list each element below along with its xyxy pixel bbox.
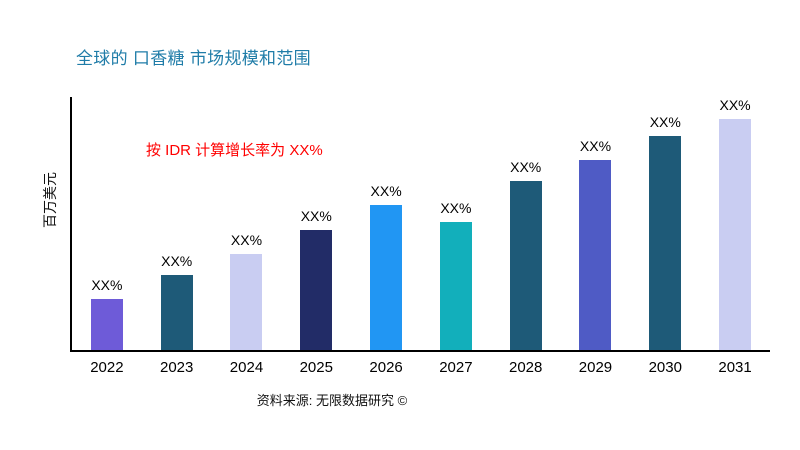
x-tick-2027: 2027: [439, 359, 473, 376]
bar-value-label-2022: XX%: [91, 277, 123, 294]
bar-value-label-2027: XX%: [440, 200, 472, 217]
bar-2024: [230, 253, 263, 350]
bar-2022: [90, 299, 123, 350]
x-tick-2028: 2028: [508, 359, 543, 376]
bar-value-label-2025: XX%: [300, 207, 332, 224]
y-axis-label: 百万美元: [42, 172, 58, 228]
bar-value-label-2030: XX%: [649, 113, 681, 130]
bar-value-label-2031: XX%: [719, 97, 751, 113]
bar-value-label-2023: XX%: [161, 253, 193, 270]
bar-2029: [579, 159, 612, 350]
bar-group-2024: XX% 2024: [214, 97, 278, 376]
bar-2023: [160, 275, 193, 350]
bar-value-label-2029: XX%: [579, 137, 612, 154]
x-tick-2029: 2029: [578, 359, 613, 376]
source-caption: 资料来源: 无限数据研究 ©: [256, 393, 408, 408]
growth-annotation: 按 IDR 计算增长率为 XX%: [146, 142, 323, 159]
bar-series: XX% 2022 XX% 2023 XX% 2024 XX% 2025 XX% 2026 XX% 20…: [72, 97, 770, 376]
bar-group-2029: XX% 2029: [563, 97, 627, 376]
bar-2030: [649, 135, 682, 350]
bar-group-2023: XX% 2023: [145, 97, 209, 376]
x-tick-2030: 2030: [648, 359, 682, 376]
bar-2028: [509, 181, 542, 350]
bar-group-2026: XX% 2026: [354, 97, 418, 376]
x-tick-2023: 2023: [160, 359, 194, 376]
chart-title: 全球的 口香糖 市场规模和范围: [76, 49, 311, 68]
bar-2025: [300, 229, 333, 350]
x-tick-2025: 2025: [299, 359, 333, 376]
x-tick-2024: 2024: [229, 359, 264, 376]
bar-group-2030: XX% 2030: [633, 97, 697, 376]
bar-group-2027: XX% 2027: [424, 97, 488, 376]
bar-2026: [370, 205, 403, 350]
bar-group-2031: XX% 2031: [703, 97, 767, 376]
bar-group-2025: XX% 2025: [284, 97, 348, 376]
bar-2031: [719, 119, 752, 350]
plot-area: 按 IDR 计算增长率为 XX% XX% 2022 XX% 2023 XX% 2024 XX…: [70, 97, 770, 376]
bar-2027: [439, 222, 472, 350]
x-tick-2022: 2022: [90, 359, 124, 376]
bar-value-label-2024: XX%: [230, 231, 263, 248]
bar-group-2028: XX% 2028: [494, 97, 558, 376]
x-tick-2026: 2026: [369, 359, 403, 376]
bar-value-label-2026: XX%: [370, 183, 402, 200]
bar-group-2022: XX% 2022: [75, 97, 139, 376]
bar-value-label-2028: XX%: [510, 159, 542, 176]
x-tick-2031: 2031: [718, 359, 752, 376]
